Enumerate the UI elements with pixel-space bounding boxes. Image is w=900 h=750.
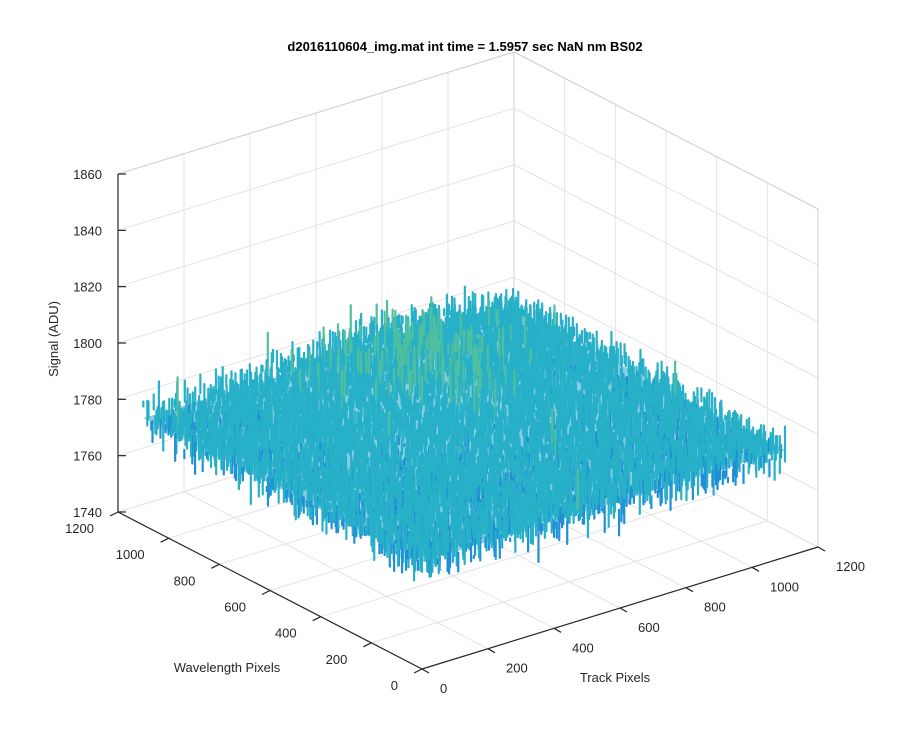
grid-line: [513, 276, 819, 435]
grid-line: [117, 164, 515, 288]
grid-line: [513, 107, 819, 266]
surface-plot: [142, 285, 787, 582]
grid-line: [117, 276, 515, 400]
grid-line: [371, 520, 768, 644]
grid-line: [513, 220, 819, 379]
box-edge: [513, 51, 819, 210]
box-edge: [117, 51, 515, 175]
grid-line: [320, 494, 717, 618]
grid-line: [513, 164, 819, 323]
grid-line: [117, 220, 515, 344]
grid-line: [117, 107, 515, 231]
